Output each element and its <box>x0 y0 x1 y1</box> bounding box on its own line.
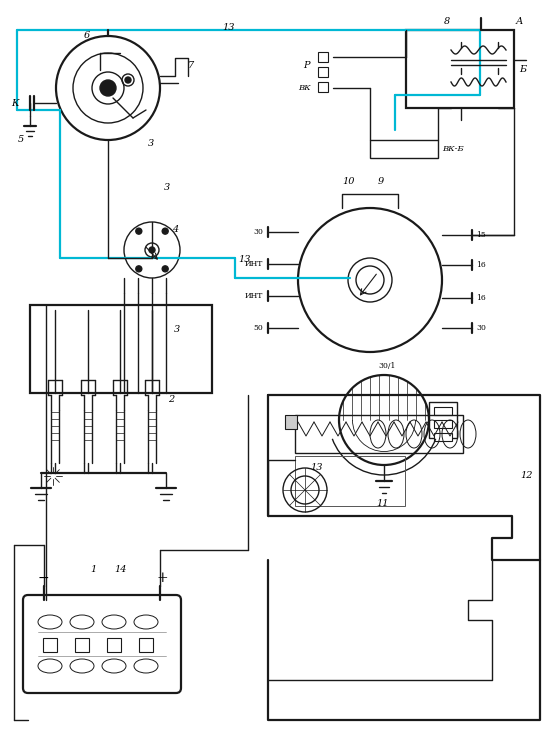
Circle shape <box>162 266 168 272</box>
Text: 30: 30 <box>476 324 486 332</box>
Bar <box>75 638 89 652</box>
Text: 13: 13 <box>238 256 251 265</box>
Text: 4: 4 <box>172 226 178 235</box>
Text: +: + <box>156 571 168 585</box>
Text: Б: Б <box>519 65 526 74</box>
Text: 16: 16 <box>476 294 486 302</box>
Circle shape <box>136 266 142 272</box>
Bar <box>318 82 328 92</box>
Bar <box>434 407 452 415</box>
Bar <box>295 415 463 453</box>
Text: ВК-Б: ВК-Б <box>442 145 463 153</box>
Text: 6: 6 <box>84 32 90 40</box>
Bar <box>434 433 452 441</box>
Text: 2: 2 <box>168 395 174 404</box>
Bar <box>434 420 452 428</box>
Text: К: К <box>11 98 18 107</box>
Bar <box>406 30 514 108</box>
Circle shape <box>356 266 384 294</box>
Text: 12: 12 <box>520 470 532 479</box>
Bar <box>30 305 212 393</box>
Text: 3: 3 <box>164 184 170 193</box>
Bar <box>295 456 405 506</box>
Circle shape <box>92 72 124 104</box>
Circle shape <box>162 228 168 234</box>
Text: 16: 16 <box>476 261 486 269</box>
Circle shape <box>100 80 116 96</box>
Bar <box>43 638 57 652</box>
Text: 30/1: 30/1 <box>378 362 395 370</box>
Text: ИНТ: ИНТ <box>245 260 263 268</box>
Text: 30: 30 <box>253 228 263 236</box>
Text: 13: 13 <box>222 23 234 32</box>
Text: 15: 15 <box>476 231 486 239</box>
Circle shape <box>145 243 159 257</box>
FancyBboxPatch shape <box>23 595 181 693</box>
Bar <box>318 52 328 62</box>
Circle shape <box>149 247 155 253</box>
Text: 7: 7 <box>188 62 194 70</box>
Text: ВК: ВК <box>298 84 311 92</box>
Text: 50: 50 <box>253 324 263 332</box>
Circle shape <box>136 228 142 234</box>
Text: 1: 1 <box>90 566 96 574</box>
Text: 14: 14 <box>114 566 126 574</box>
Circle shape <box>125 77 131 83</box>
Text: ИНТ: ИНТ <box>245 292 263 300</box>
Text: 8: 8 <box>444 17 450 26</box>
Text: 9: 9 <box>378 178 384 187</box>
Bar <box>285 415 297 429</box>
Bar <box>429 402 457 438</box>
Bar <box>139 638 153 652</box>
Text: 13: 13 <box>310 464 323 472</box>
Text: −: − <box>38 571 50 585</box>
Bar <box>370 140 438 158</box>
Text: 10: 10 <box>342 178 354 187</box>
Bar <box>107 638 121 652</box>
Text: Р: Р <box>303 61 310 70</box>
Text: 3: 3 <box>148 139 154 148</box>
Text: 3: 3 <box>174 326 180 334</box>
Text: А: А <box>516 17 524 26</box>
Text: 5: 5 <box>18 136 25 145</box>
Text: 11: 11 <box>376 499 388 508</box>
Bar <box>318 67 328 77</box>
